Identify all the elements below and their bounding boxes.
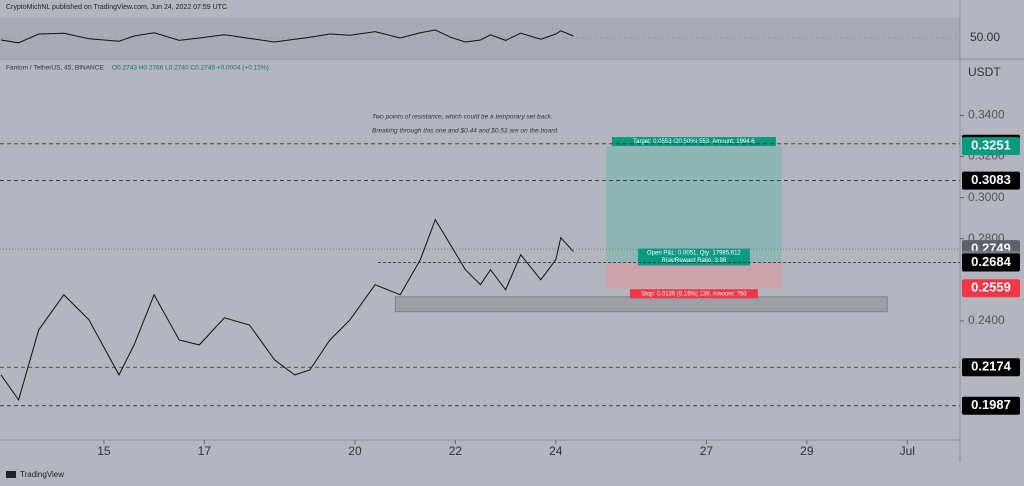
stop-label: Stop: 0.0139 (5.15%) 139, Amount: 750 — [641, 291, 747, 297]
level-label-box — [962, 396, 1020, 415]
rr-label: Risk/Reward Ratio: 3.98 — [662, 258, 727, 264]
x-tick-label: 17 — [198, 444, 212, 458]
level-label-box — [962, 253, 1020, 272]
publisher: CryptoMichNL published on TradingView.co… — [6, 4, 227, 11]
rsi-tick-label: 50.00 — [970, 30, 1000, 44]
level-label-box — [962, 137, 1020, 156]
footer — [0, 462, 1024, 486]
annotation: Breaking through this one and $0.44 and … — [372, 128, 559, 135]
x-tick-label: 22 — [449, 444, 463, 458]
logo — [6, 471, 16, 478]
x-tick-label: 27 — [700, 444, 714, 458]
footer-text: TradingView — [20, 470, 64, 479]
x-tick-label: Jul — [900, 444, 915, 458]
series-line — [0, 29, 574, 44]
annotation: Two points of resistance, which could be… — [372, 114, 553, 121]
pnl-label: Open P&L: 0.0051, Qty: 17985.612 — [647, 251, 741, 257]
level-label: 0.2684 — [971, 254, 1012, 269]
stop-label-box — [629, 289, 758, 299]
target-label-box — [611, 137, 776, 147]
stop-zone — [606, 262, 782, 289]
y-tick-label: 0.2400 — [968, 313, 1005, 327]
level-label: 0.2174 — [971, 359, 1012, 374]
y-tick-label: 0.3400 — [968, 108, 1005, 122]
ohlc: O0.2743 H0.2766 L0.2740 C0.2749 +0.0004 … — [112, 65, 269, 72]
level-label-box — [962, 171, 1020, 190]
pnl-label-box — [637, 248, 750, 266]
series-line — [0, 218, 574, 402]
target-zone — [606, 146, 782, 263]
level-label: 0.3083 — [971, 172, 1011, 187]
target-label: Target: 0.0553 (20.50%) 553, Amount: 199… — [633, 139, 755, 145]
level-label-box — [962, 358, 1020, 377]
x-tick-label: 20 — [348, 444, 362, 458]
y-tick-label: 0.3000 — [968, 190, 1005, 204]
symbol: Fantom / TetherUS, 45, BINANCE — [6, 65, 104, 72]
level-label: 0.1987 — [971, 397, 1011, 412]
level-label: 0.2559 — [971, 280, 1011, 295]
x-tick-label: 24 — [549, 444, 563, 458]
level-label-box — [962, 279, 1020, 298]
level-label: 0.3251 — [971, 138, 1011, 153]
currency: USDT — [968, 65, 1001, 79]
x-tick-label: 15 — [97, 444, 111, 458]
x-tick-label: 29 — [800, 444, 814, 458]
support-zone — [394, 296, 888, 313]
